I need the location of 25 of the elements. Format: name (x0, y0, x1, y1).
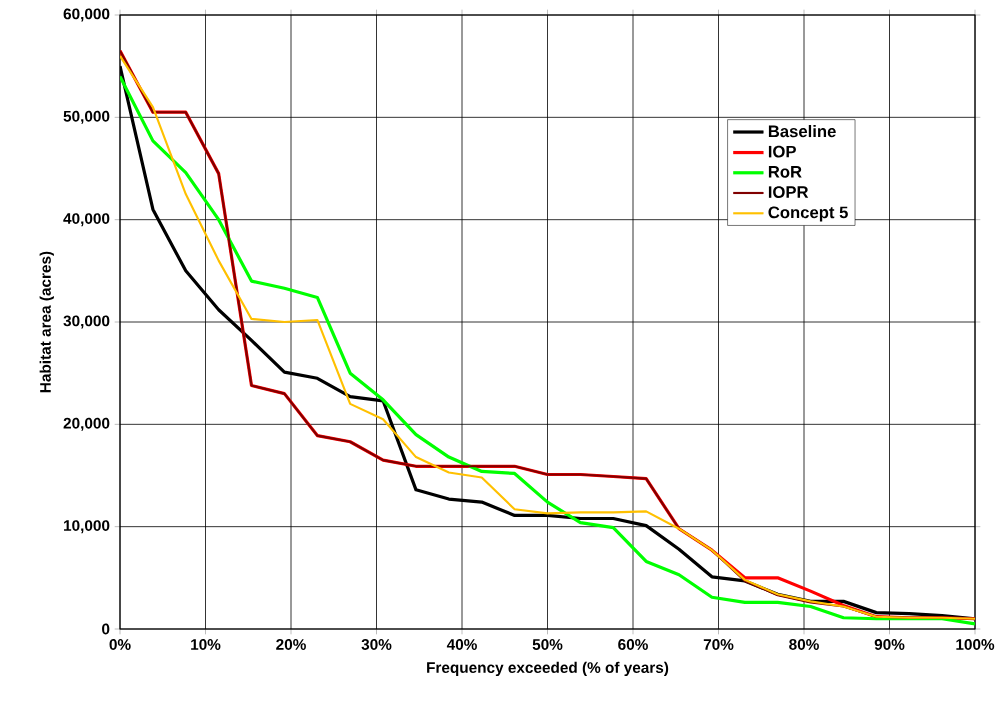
y-axis-title: Habitat area (acres) (39, 251, 54, 393)
legend-label: Concept 5 (768, 206, 848, 222)
y-tick-label: 10,000 (64, 520, 110, 534)
x-tick-label: 90% (874, 639, 905, 650)
legend-label: IOPR (768, 186, 809, 198)
y-tick-label: 60,000 (63, 8, 110, 22)
y-tick-label: 0 (102, 623, 110, 635)
x-tick-label: 0% (109, 639, 131, 650)
y-tick-label: 50,000 (63, 110, 110, 124)
y-tick-label: 20,000 (63, 417, 110, 431)
x-axis-title: Frequency exceeded (% of years) (427, 661, 669, 677)
x-tick-label: 30% (361, 639, 392, 650)
x-tick-label: 100% (956, 639, 995, 650)
y-tick-label: 40,000 (63, 213, 110, 227)
y-tick-label: 30,000 (63, 315, 110, 329)
x-tick-label: 80% (789, 639, 819, 650)
x-tick-label: 70% (703, 639, 734, 650)
x-tick-label: 50% (532, 639, 563, 650)
x-tick-label: 40% (446, 639, 477, 650)
legend-label: RoR (768, 166, 802, 178)
legend-label: IOP (768, 145, 796, 158)
x-tick-label: 10% (191, 639, 221, 650)
x-tick-label: 20% (276, 639, 306, 650)
legend-label: Baseline (768, 124, 836, 138)
x-tick-label: 60% (618, 639, 648, 650)
